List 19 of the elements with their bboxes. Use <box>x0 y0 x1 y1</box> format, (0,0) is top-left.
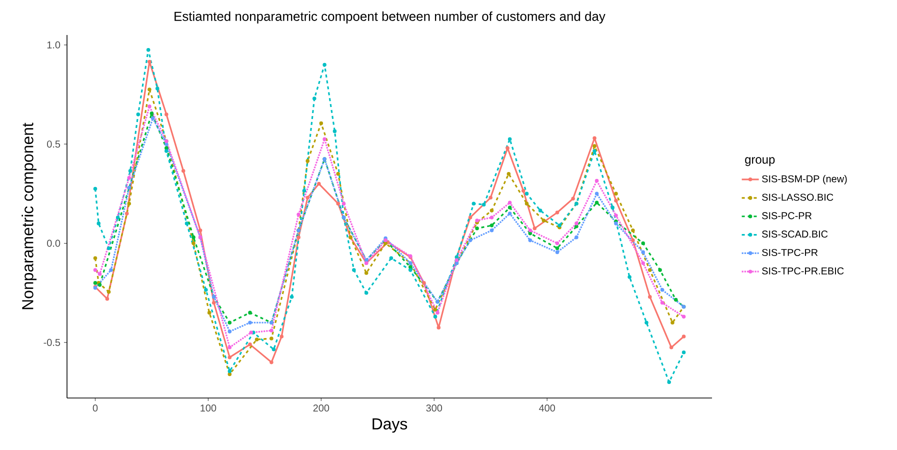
y-tick-label: -0.5 <box>44 338 60 346</box>
x-tick-label: 0 <box>92 404 98 412</box>
y-tick-label: 1.0 <box>47 41 60 48</box>
y-tick-label: 0.5 <box>47 140 60 148</box>
x-tick-label: 200 <box>313 404 330 412</box>
x-axis-title: Days <box>372 418 408 433</box>
legend-label: SIS-SCAD.BIC <box>762 230 828 238</box>
chart-title: Estiamted nonparametric compoent between number of customers and day <box>174 11 606 24</box>
legend-label: SIS-TPC-PR.EBIC <box>762 267 844 274</box>
legend-label: SIS-LASSO.BIC <box>762 194 834 201</box>
x-tick-label: 400 <box>539 404 556 412</box>
x-tick-label: 300 <box>426 404 442 412</box>
legend-title: group <box>745 157 775 166</box>
y-axis-title: Nonparametric component <box>22 122 36 310</box>
legend-label: SIS-BSM-DP (new) <box>762 175 847 184</box>
legend-label: SIS-TPC-PR <box>762 248 818 256</box>
x-tick-label: 100 <box>200 404 216 412</box>
y-tick-label: 0.0 <box>47 240 60 247</box>
legend-label: SIS-PC-PR <box>762 212 812 220</box>
